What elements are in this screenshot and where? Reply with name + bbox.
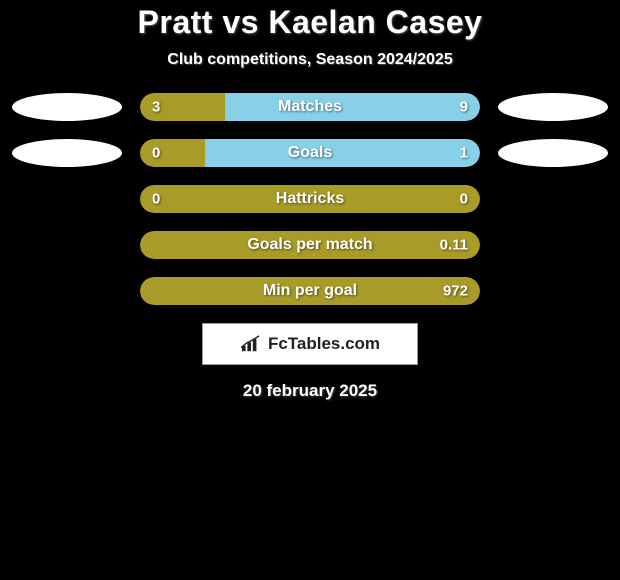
- player-right-ellipse: [498, 93, 608, 121]
- stat-bar-left-segment: [140, 139, 205, 167]
- stat-value-left: 0: [152, 145, 160, 162]
- stat-label: Goals per match: [247, 236, 372, 254]
- spacer: [498, 231, 608, 259]
- spacer: [498, 185, 608, 213]
- stat-bar: Hattricks 0 0: [140, 185, 480, 213]
- stat-value-right: 0.11: [440, 237, 468, 254]
- stat-label: Hattricks: [276, 190, 344, 208]
- stat-bar-right-segment: [225, 93, 480, 121]
- stat-row: Goals 0 1: [12, 139, 608, 167]
- stats-rows: Matches 3 9 Goals 0 1 Hattricks 0 0 Goals per mat…: [12, 93, 608, 323]
- stat-row: Matches 3 9: [12, 93, 608, 121]
- player-right-ellipse: [498, 139, 608, 167]
- stat-row: Goals per match 0.11: [12, 231, 608, 259]
- stat-value-left: 0: [152, 191, 160, 208]
- spacer: [12, 277, 122, 305]
- stat-value-right: 1: [460, 145, 468, 162]
- spacer: [12, 185, 122, 213]
- stat-value-right: 972: [443, 283, 468, 300]
- stat-row: Min per goal 972: [12, 277, 608, 305]
- stat-bar: Goals 0 1: [140, 139, 480, 167]
- stat-value-right: 0: [460, 191, 468, 208]
- date-text: 20 february 2025: [243, 381, 377, 401]
- player-left-ellipse: [12, 139, 122, 167]
- stat-label: Min per goal: [263, 282, 357, 300]
- comparison-infographic: Pratt vs Kaelan Casey Club competitions,…: [0, 0, 620, 401]
- stat-bar: Min per goal 972: [140, 277, 480, 305]
- spacer: [498, 277, 608, 305]
- stat-value-right: 9: [460, 99, 468, 116]
- stat-value-left: 3: [152, 99, 160, 116]
- logo-text: FcTables.com: [268, 334, 380, 354]
- page-subtitle: Club competitions, Season 2024/2025: [167, 51, 452, 69]
- page-title: Pratt vs Kaelan Casey: [138, 4, 483, 41]
- stat-bar-right-segment: [205, 139, 480, 167]
- spacer: [12, 231, 122, 259]
- stat-bar: Goals per match 0.11: [140, 231, 480, 259]
- stat-row: Hattricks 0 0: [12, 185, 608, 213]
- stat-bar: Matches 3 9: [140, 93, 480, 121]
- stat-label: Matches: [278, 98, 342, 116]
- player-left-ellipse: [12, 93, 122, 121]
- stat-label: Goals: [288, 144, 332, 162]
- bar-chart-icon: [240, 335, 262, 353]
- logo-box: FcTables.com: [202, 323, 418, 365]
